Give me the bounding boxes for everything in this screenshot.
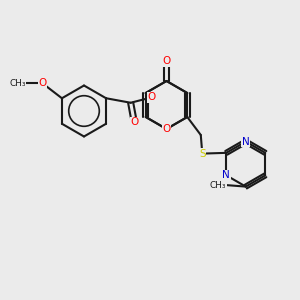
Text: O: O [162,124,171,134]
Text: N: N [242,136,250,147]
Text: N: N [222,170,230,180]
Text: CH₃: CH₃ [9,79,26,88]
Text: CH₃: CH₃ [210,181,226,190]
Text: O: O [148,92,156,102]
Text: O: O [38,78,46,88]
Text: O: O [162,56,171,67]
Text: O: O [130,117,138,127]
Text: S: S [199,148,206,159]
